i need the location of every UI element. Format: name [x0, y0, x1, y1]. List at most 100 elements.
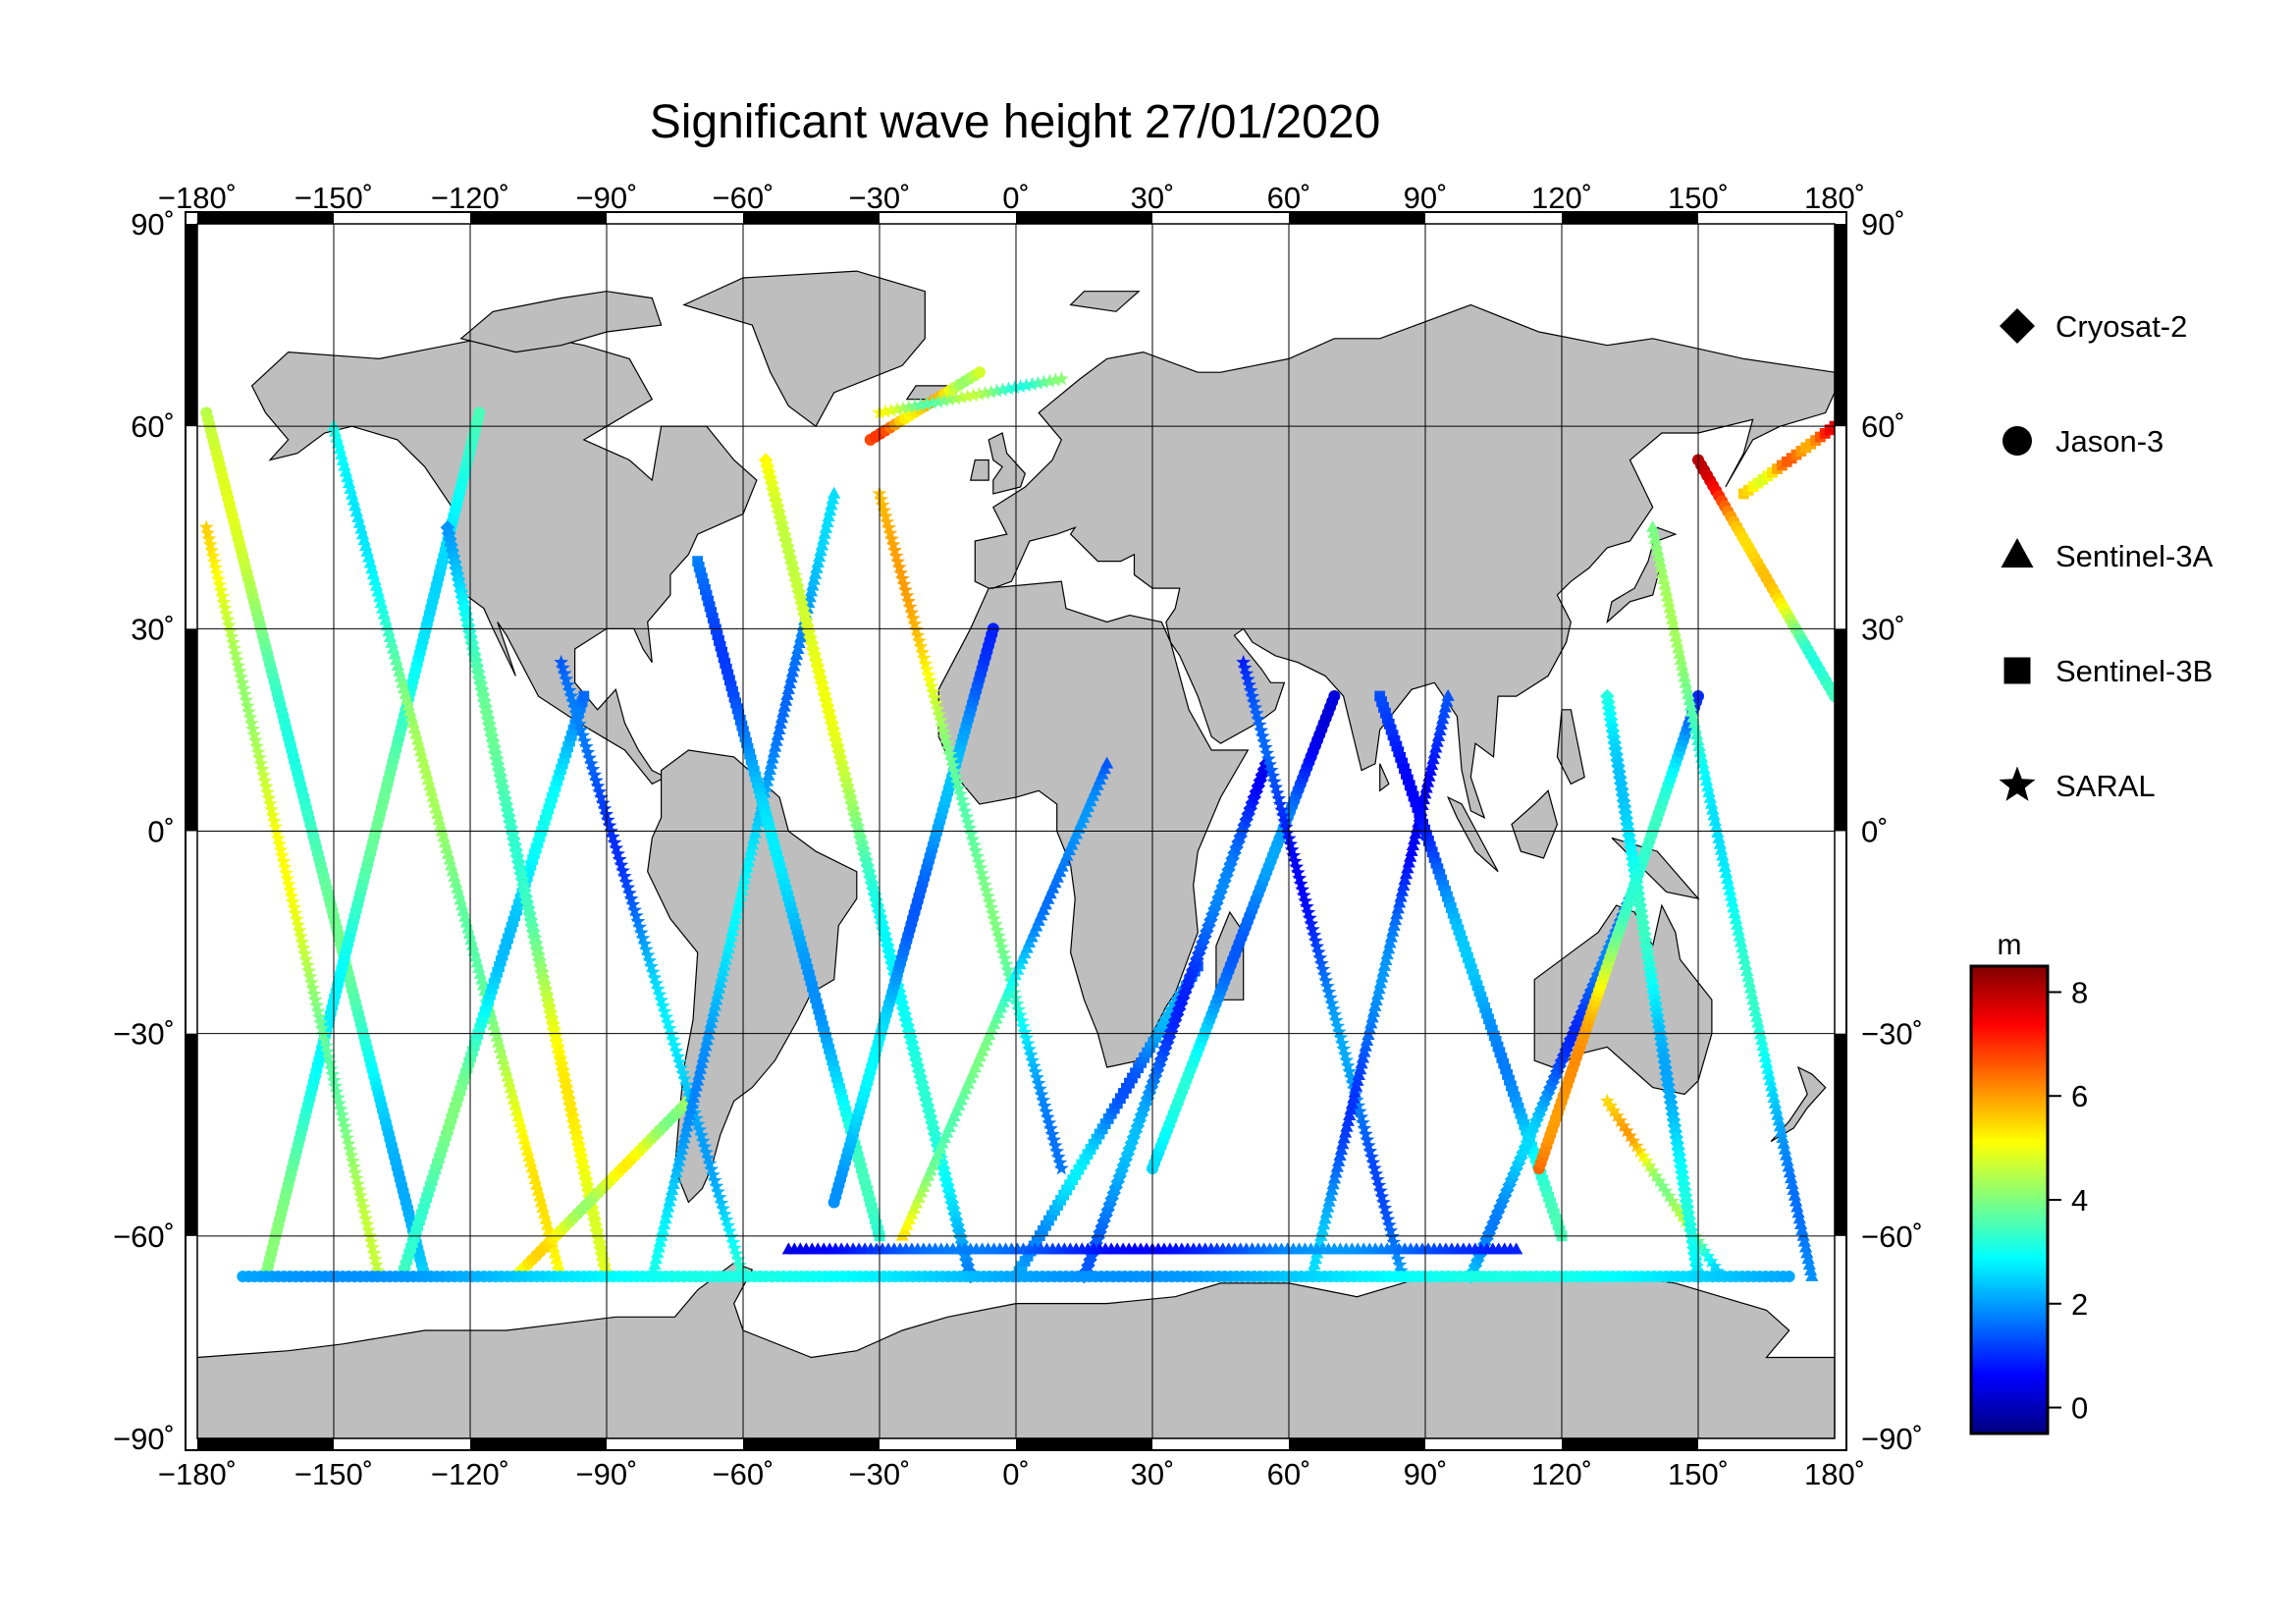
track-point — [814, 1009, 826, 1021]
track-point — [902, 599, 918, 614]
track-point — [1198, 929, 1212, 944]
track-point — [1545, 1074, 1560, 1090]
track-point — [1102, 1197, 1117, 1212]
track-point — [347, 1164, 363, 1179]
lat-label-left: 0˚ — [147, 815, 175, 849]
track-point — [1292, 870, 1308, 885]
legend-item: SARAL — [1999, 766, 2156, 803]
track-point — [1539, 1180, 1551, 1192]
track-point — [1697, 1243, 1712, 1258]
track-point — [657, 1003, 672, 1018]
track-point — [1707, 1259, 1722, 1273]
lat-label-right: 60˚ — [1861, 409, 1905, 444]
track-point — [770, 498, 785, 514]
colorbar-tick-label: 4 — [2071, 1183, 2088, 1217]
track-point — [1443, 896, 1455, 908]
track-point — [733, 1263, 749, 1277]
track-point — [398, 1265, 409, 1276]
track-point — [725, 680, 737, 692]
track-point — [1674, 653, 1687, 666]
track-point — [463, 1056, 475, 1068]
track-point — [780, 885, 792, 895]
lon-label-bottom: −60˚ — [713, 1457, 774, 1491]
track-point — [288, 905, 303, 920]
track-point — [731, 703, 743, 715]
track-point — [204, 542, 220, 557]
track-point — [942, 392, 958, 406]
track-cryosat-2 — [440, 520, 614, 1284]
track-point — [1652, 549, 1666, 562]
track-point — [1522, 1128, 1537, 1144]
track-point — [1163, 1024, 1179, 1039]
track-point — [1390, 1251, 1406, 1266]
track-point — [736, 720, 748, 731]
track-point — [1461, 947, 1471, 958]
track-point — [1780, 1148, 1793, 1161]
track-point — [1449, 913, 1461, 925]
legend-label: Sentinel-3A — [2056, 539, 2214, 573]
track-point — [335, 1108, 349, 1122]
track-point — [923, 673, 937, 687]
track-point — [896, 576, 912, 591]
track-point — [971, 854, 987, 869]
track-point — [1313, 955, 1329, 970]
track-point — [637, 936, 653, 950]
track-point — [825, 715, 839, 730]
lon-label-top: 180˚ — [1804, 181, 1865, 215]
track-point — [1718, 860, 1732, 873]
track-point — [1022, 1042, 1037, 1056]
track-point — [899, 588, 915, 603]
track-point — [878, 509, 893, 523]
track-jason-3 — [237, 1271, 1795, 1283]
track-point — [1287, 853, 1303, 868]
track-point — [1514, 1150, 1528, 1165]
track-point — [212, 577, 228, 592]
track-point — [1100, 756, 1114, 769]
track-point — [1545, 1197, 1556, 1209]
track-point — [1693, 744, 1707, 757]
track-point — [1648, 531, 1662, 544]
track-point — [479, 1005, 491, 1017]
track-point — [242, 710, 258, 725]
track-point — [917, 1086, 933, 1102]
track-point — [310, 1003, 326, 1018]
track-point — [1309, 939, 1325, 953]
track-point — [829, 1065, 841, 1077]
track-point — [1272, 796, 1288, 811]
track-point — [1391, 740, 1403, 752]
track-point — [968, 842, 984, 857]
track-point — [1766, 1085, 1780, 1098]
track-point — [1207, 901, 1222, 916]
track-point — [1002, 968, 1017, 983]
track-point — [1031, 375, 1045, 390]
track-point — [728, 691, 740, 703]
track-point — [1296, 888, 1311, 902]
lat-label-left: −30˚ — [113, 1017, 175, 1052]
track-point — [1510, 1242, 1523, 1255]
track-point — [265, 807, 281, 822]
track-point — [1440, 886, 1451, 896]
lon-label-top: −150˚ — [294, 181, 373, 215]
track-point — [573, 722, 589, 736]
track-point — [1742, 975, 1756, 988]
track-point — [1475, 991, 1487, 1002]
track-point — [770, 844, 781, 856]
track-point — [752, 777, 763, 788]
track-point — [1342, 1063, 1358, 1078]
track-point — [363, 1234, 379, 1249]
track-point — [1590, 966, 1606, 982]
track-point — [881, 519, 896, 534]
track-point — [504, 927, 515, 939]
frame-segment — [470, 212, 607, 224]
track-point — [940, 741, 956, 756]
track-point — [1020, 1036, 1036, 1051]
track-point — [890, 554, 906, 568]
track-point — [548, 786, 560, 798]
track-point — [989, 383, 1004, 398]
track-point — [1144, 1079, 1159, 1095]
track-point — [1424, 840, 1436, 852]
track-point — [273, 842, 289, 857]
track-point — [1464, 957, 1475, 969]
track-point — [572, 717, 587, 731]
lon-label-top: 150˚ — [1668, 181, 1729, 215]
